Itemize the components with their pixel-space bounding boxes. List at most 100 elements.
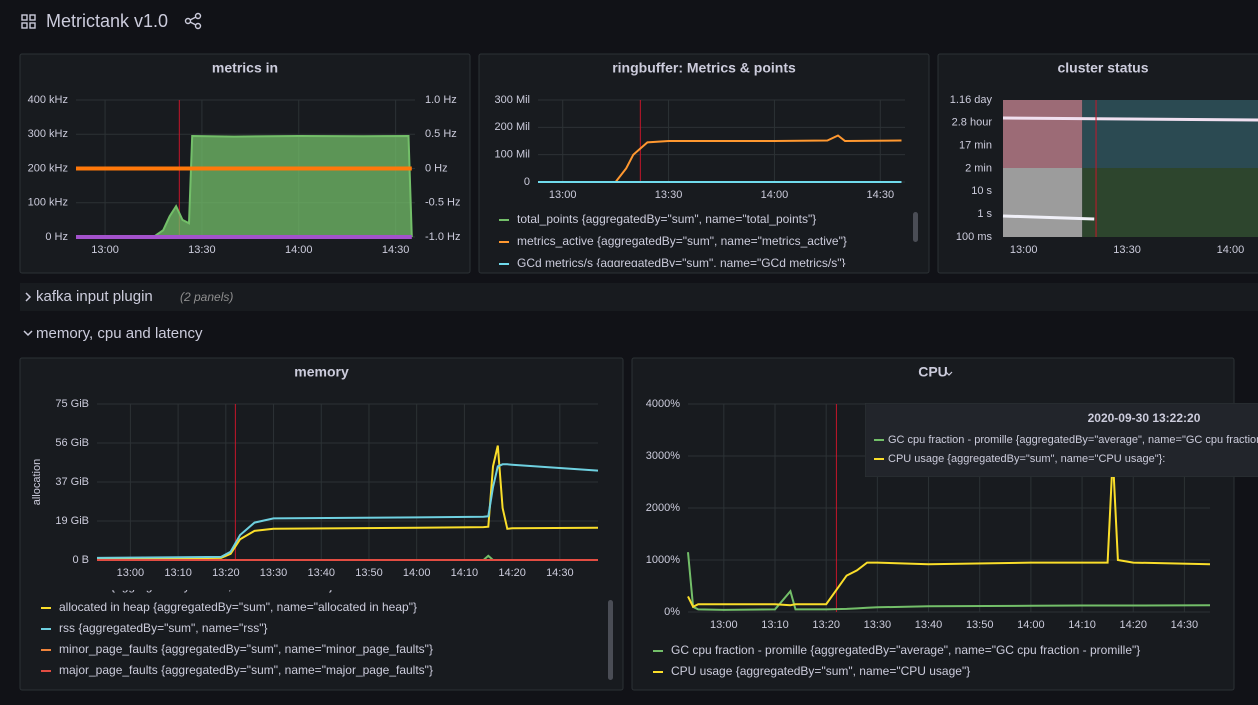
x-tick-label: 14:20 — [498, 567, 526, 579]
panel-title[interactable]: cluster status — [1057, 60, 1148, 76]
tooltip-box — [865, 403, 1258, 477]
y-tick-label: 2 min — [965, 162, 992, 174]
y2-tick-label: 1.0 Hz — [425, 94, 457, 106]
x-tick-label: 14:00 — [1017, 619, 1045, 631]
series-area — [76, 135, 412, 237]
tooltip-time: 2020-09-30 13:22:20 — [1088, 411, 1201, 425]
x-tick-label: 13:30 — [1113, 244, 1141, 256]
panel-title[interactable]: CPU — [918, 364, 948, 380]
legend-item[interactable]: CPU usage {aggregatedBy="sum", name="CPU… — [671, 664, 970, 678]
y-tick-label: 200 Mil — [495, 121, 530, 133]
x-tick-label: 13:30 — [864, 619, 892, 631]
x-tick-label: 14:30 — [382, 244, 410, 256]
x-tick-label: 13:30 — [655, 189, 683, 201]
panel-title[interactable]: metrics in — [212, 60, 278, 76]
y-tick-label: 37 GiB — [55, 476, 89, 488]
legend-item[interactable]: metrics_active {aggregatedBy="sum", name… — [517, 234, 847, 248]
legend-item[interactable]: rss {aggregatedBy="sum", name="rss"} — [59, 621, 267, 635]
row-note: (2 panels) — [180, 290, 233, 304]
x-tick-label: 14:00 — [761, 189, 789, 201]
series-line — [687, 552, 1211, 611]
panel-menu-caret — [945, 371, 953, 376]
y-tick-label: 100 ms — [956, 231, 993, 243]
legend-item[interactable]: minor_page_faults {aggregatedBy="sum", n… — [59, 642, 433, 656]
x-tick-label: 13:00 — [91, 244, 119, 256]
legend-item[interactable]: major_page_faults {aggregatedBy="sum", n… — [59, 663, 433, 677]
y2-tick-label: 0 Hz — [425, 162, 448, 174]
y-axis-label: allocation — [31, 459, 43, 505]
x-tick-label: 13:00 — [710, 619, 738, 631]
panel-title[interactable]: ringbuffer: Metrics & points — [612, 60, 796, 76]
tooltip: 2020-09-30 13:22:20 GC cpu fraction - pro… — [865, 403, 1258, 477]
row-title[interactable]: kafka input plugin — [36, 288, 153, 305]
y-tick-label: 1 s — [977, 208, 992, 220]
y-tick-label: 0 — [524, 176, 530, 188]
y-tick-label: 200 kHz — [28, 162, 68, 174]
row-title[interactable]: memory, cpu and latency — [36, 325, 203, 342]
y-tick-label: 100 Mil — [495, 149, 530, 161]
series-line — [687, 455, 1211, 609]
x-tick-label: 13:10 — [761, 619, 789, 631]
panel-title[interactable]: memory — [294, 364, 349, 380]
x-tick-label: 14:30 — [867, 189, 895, 201]
x-tick-label: 13:30 — [188, 244, 216, 256]
y-tick-label: 300 kHz — [28, 128, 68, 140]
x-tick-label: 14:20 — [1119, 619, 1147, 631]
row-chevron[interactable] — [23, 330, 33, 337]
legend: GC cpu fraction - promille {aggregatedBy… — [653, 643, 1140, 678]
x-tick-label: 14:30 — [1171, 619, 1199, 631]
x-tick-label: 14:10 — [1068, 619, 1096, 631]
tooltip-item: GC cpu fraction - promille {aggregatedBy… — [888, 434, 1258, 446]
dashboard-title[interactable]: Metrictank v1.0 — [46, 11, 168, 31]
x-tick-label: 14:30 — [546, 567, 574, 579]
legend-item[interactable]: GC cpu fraction - promille {aggregatedBy… — [671, 643, 1140, 657]
grid-icon[interactable] — [21, 14, 36, 29]
x-tick-label: 14:00 — [285, 244, 313, 256]
y-tick-label: 0 B — [72, 554, 89, 566]
legend-item[interactable]: GCd metrics/s {aggregatedBy="sum", name=… — [517, 256, 846, 270]
scrollbar — [913, 212, 918, 242]
heat-cell — [1003, 100, 1083, 168]
x-tick-label: 13:00 — [1010, 244, 1038, 256]
y2-tick-label: -1.0 Hz — [425, 231, 460, 243]
y-tick-label: 0% — [664, 606, 680, 618]
y2-tick-label: 0.5 Hz — [425, 128, 457, 140]
legend-item[interactable]: alloc rate {aggregatedBy="sum", name="al… — [59, 579, 333, 593]
series-line — [96, 445, 599, 560]
y-tick-label: 19 GiB — [55, 515, 89, 527]
x-tick-label: 13:50 — [966, 619, 994, 631]
y-tick-label: 2000% — [646, 502, 680, 514]
heat-cell — [1082, 168, 1258, 237]
legend-item[interactable]: allocated in heap {aggregatedBy="sum", n… — [59, 600, 417, 614]
heat-cell — [1003, 168, 1083, 237]
x-tick-label: 13:40 — [915, 619, 943, 631]
legend: total_points {aggregatedBy="sum", name="… — [499, 212, 847, 270]
heat-cell — [1082, 100, 1258, 168]
legend: alloc rate {aggregatedBy="sum", name="al… — [41, 579, 433, 677]
x-tick-label: 13:10 — [164, 567, 192, 579]
y-tick-label: 3000% — [646, 450, 680, 462]
y-tick-label: 300 Mil — [495, 94, 530, 106]
x-tick-label: 14:00 — [403, 567, 431, 579]
y-tick-label: 1.16 day — [950, 94, 993, 106]
row-chevron[interactable] — [25, 292, 32, 302]
x-tick-label: 13:50 — [355, 567, 383, 579]
x-tick-label: 13:00 — [549, 189, 577, 201]
y2-tick-label: -0.5 Hz — [425, 197, 460, 209]
y-tick-label: 100 kHz — [28, 197, 68, 209]
x-tick-label: 14:00 — [1217, 244, 1245, 256]
y-tick-label: 75 GiB — [55, 398, 89, 410]
x-tick-label: 13:20 — [812, 619, 840, 631]
y-tick-label: 1000% — [646, 554, 680, 566]
x-tick-label: 13:20 — [212, 567, 240, 579]
y-tick-label: 56 GiB — [55, 437, 89, 449]
y-tick-label: 10 s — [971, 185, 992, 197]
tooltip-item: CPU usage {aggregatedBy="sum", name="CPU… — [888, 453, 1165, 465]
share-icon[interactable] — [184, 12, 202, 30]
row-bar[interactable] — [20, 283, 1258, 311]
series-line — [96, 463, 599, 559]
legend-item[interactable]: total_points {aggregatedBy="sum", name="… — [517, 212, 816, 226]
x-tick-label: 13:40 — [307, 567, 335, 579]
y-tick-label: 4000% — [646, 398, 680, 410]
